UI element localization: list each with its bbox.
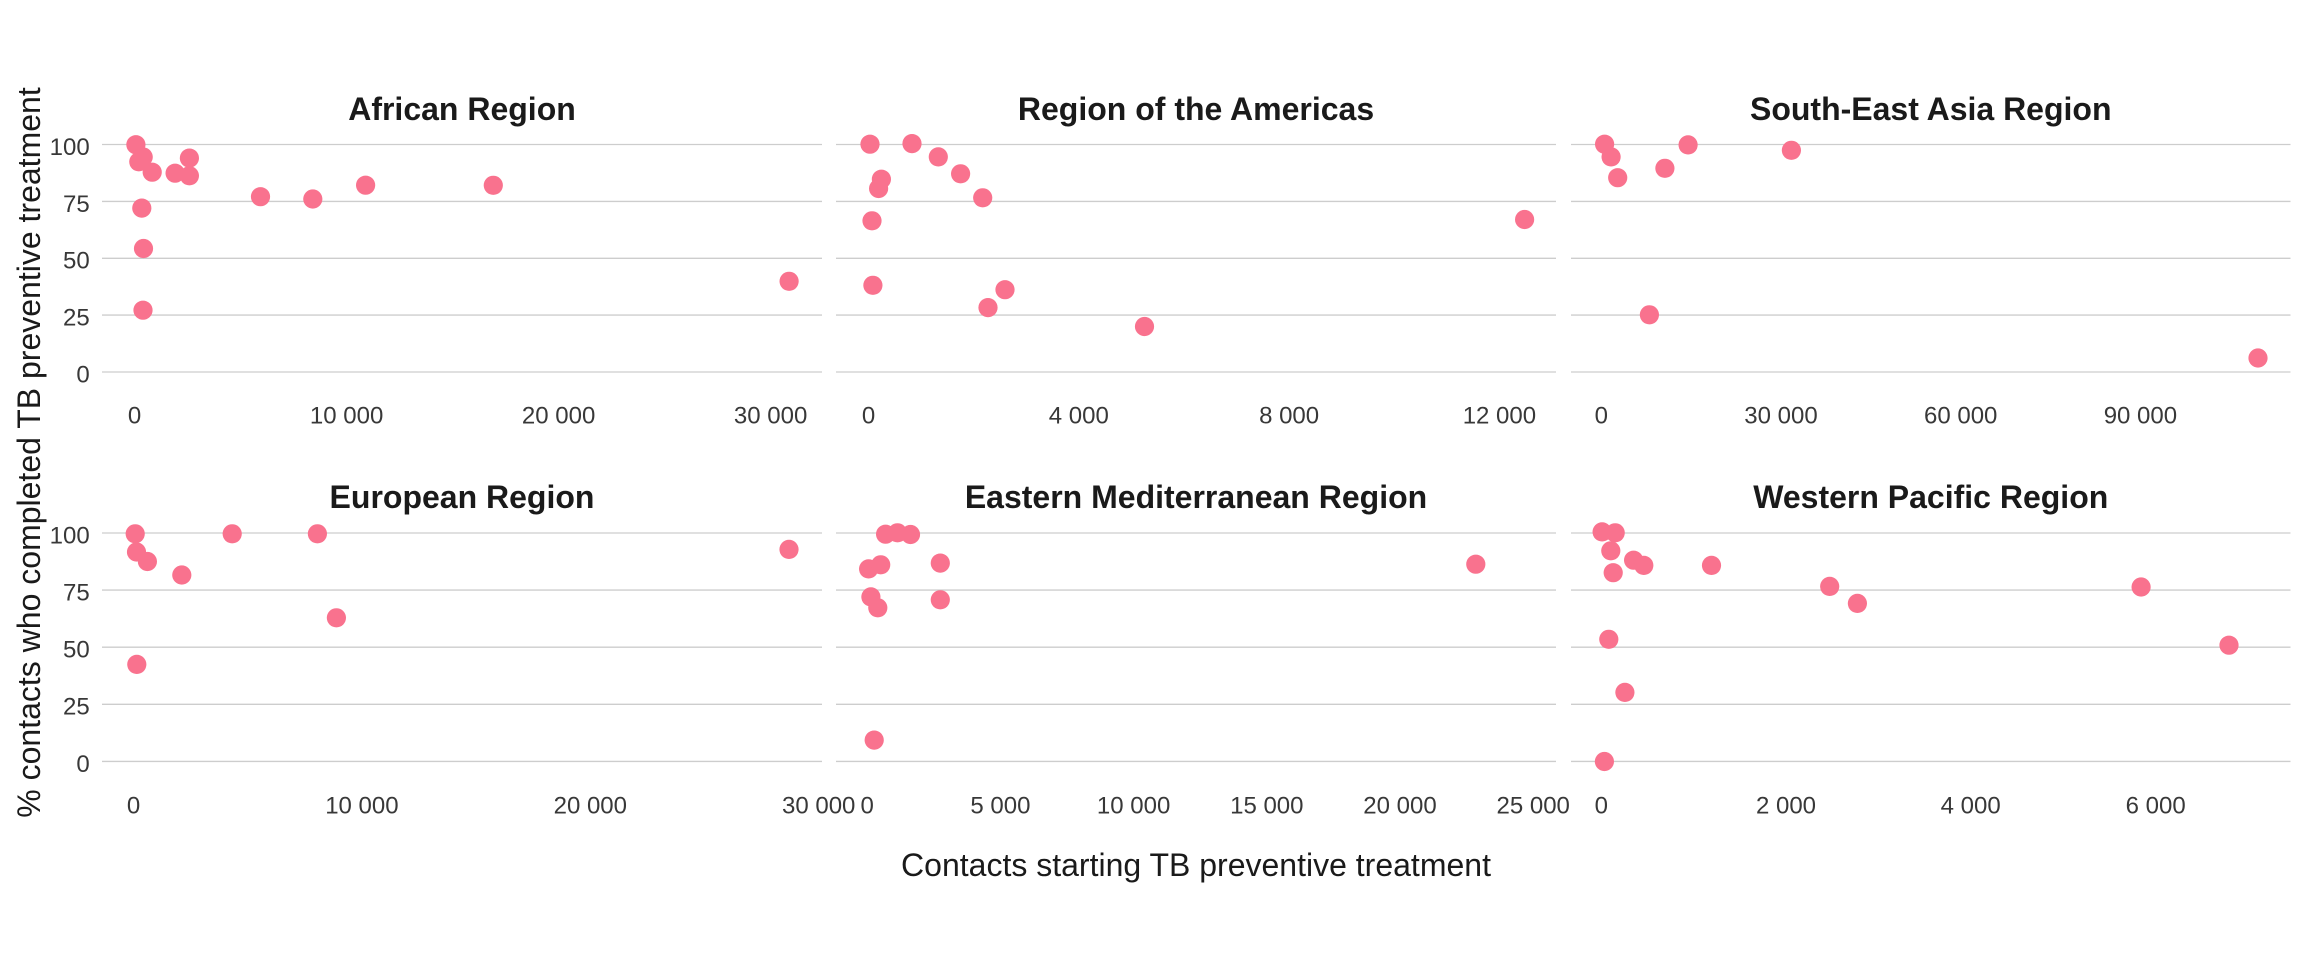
svg-text:15 000: 15 000 [1230,792,1303,819]
svg-text:Western Pacific Region: Western Pacific Region [1753,479,2108,515]
svg-text:African Region: African Region [348,91,576,127]
svg-text:4 000: 4 000 [1049,403,1109,430]
svg-text:25 000: 25 000 [1496,792,1569,819]
svg-text:50: 50 [63,637,90,664]
svg-text:0: 0 [127,792,140,819]
svg-text:6 000: 6 000 [2126,792,2186,819]
svg-text:25: 25 [63,305,90,332]
svg-text:12 000: 12 000 [1463,403,1536,430]
svg-text:50: 50 [63,248,90,275]
svg-text:75: 75 [63,191,90,218]
svg-text:0: 0 [76,361,89,388]
svg-text:30 000: 30 000 [734,403,807,430]
svg-text:10 000: 10 000 [1097,792,1170,819]
svg-text:% contacts who completed TB pr: % contacts who completed TB preventive t… [11,87,47,818]
svg-text:0: 0 [1595,792,1608,819]
svg-text:20 000: 20 000 [1363,792,1436,819]
svg-text:Region of the Americas: Region of the Americas [1018,91,1374,127]
svg-text:20 000: 20 000 [522,403,595,430]
svg-text:0: 0 [861,792,874,819]
svg-text:European Region: European Region [330,479,595,515]
svg-text:Contacts starting TB preventiv: Contacts starting TB preventive treatmen… [901,847,1491,883]
svg-text:2 000: 2 000 [1756,792,1816,819]
svg-text:75: 75 [63,580,90,607]
svg-text:South-East Asia Region: South-East Asia Region [1750,91,2112,127]
svg-text:25: 25 [63,694,90,721]
svg-text:20 000: 20 000 [554,792,627,819]
svg-text:100: 100 [50,522,90,549]
svg-text:0: 0 [128,403,141,430]
svg-text:8 000: 8 000 [1259,403,1319,430]
svg-text:30 000: 30 000 [782,792,855,819]
svg-text:4 000: 4 000 [1941,792,2001,819]
svg-text:0: 0 [76,751,89,778]
svg-text:0: 0 [862,403,875,430]
svg-text:10 000: 10 000 [310,403,383,430]
svg-text:60 000: 60 000 [1924,403,1997,430]
svg-text:100: 100 [50,134,90,161]
svg-text:0: 0 [1595,403,1608,430]
svg-text:Eastern Mediterranean Region: Eastern Mediterranean Region [965,479,1427,515]
svg-text:5 000: 5 000 [970,792,1030,819]
svg-text:90 000: 90 000 [2104,403,2177,430]
svg-text:30 000: 30 000 [1744,403,1817,430]
svg-text:10 000: 10 000 [325,792,398,819]
